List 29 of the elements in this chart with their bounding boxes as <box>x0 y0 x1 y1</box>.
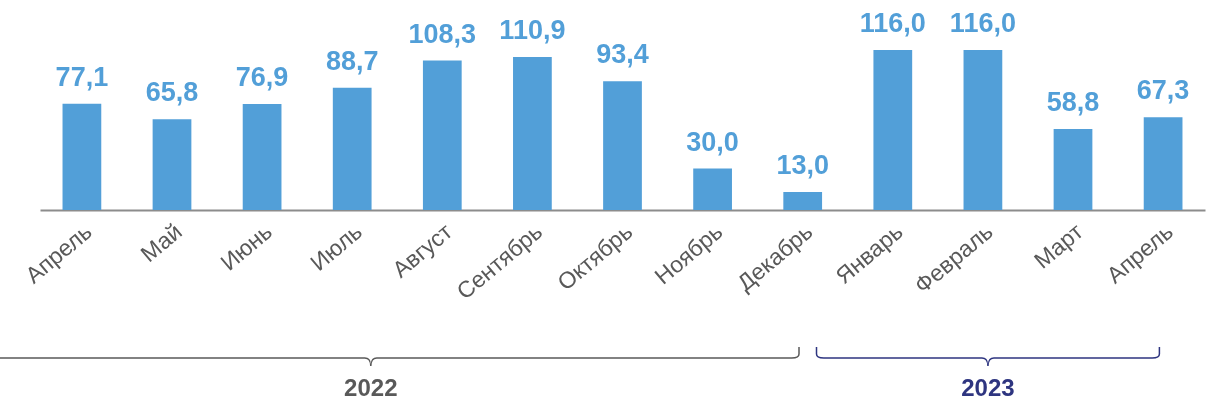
bar <box>873 50 913 210</box>
data-label: 110,9 <box>499 15 566 46</box>
bar <box>603 81 642 210</box>
x-tick-label: Май <box>135 218 187 268</box>
bar <box>422 60 462 210</box>
data-label: 88,7 <box>325 45 379 76</box>
data-label: 77,1 <box>55 61 109 92</box>
bar <box>1143 117 1183 210</box>
data-label: 93,4 <box>596 39 649 70</box>
bar <box>513 57 552 210</box>
bar <box>783 192 823 210</box>
data-label: 13,0 <box>776 150 829 181</box>
data-label: 108,3 <box>408 18 477 49</box>
data-label: 65,8 <box>145 77 199 108</box>
data-label: 30,0 <box>686 126 739 157</box>
data-label: 76,9 <box>235 61 289 92</box>
text: 2022 <box>344 374 398 401</box>
data-label: 67,3 <box>1136 75 1190 106</box>
data-label: 58,8 <box>1046 86 1100 117</box>
text: 2023 <box>961 374 1015 401</box>
bar <box>152 119 192 210</box>
bar <box>693 168 732 210</box>
bar <box>963 50 1003 210</box>
data-label: 116,0 <box>949 8 1016 38</box>
bar <box>1053 128 1093 210</box>
bar <box>62 103 102 210</box>
data-label: 116,0 <box>859 8 926 38</box>
bar <box>242 103 282 210</box>
bar <box>332 87 372 210</box>
